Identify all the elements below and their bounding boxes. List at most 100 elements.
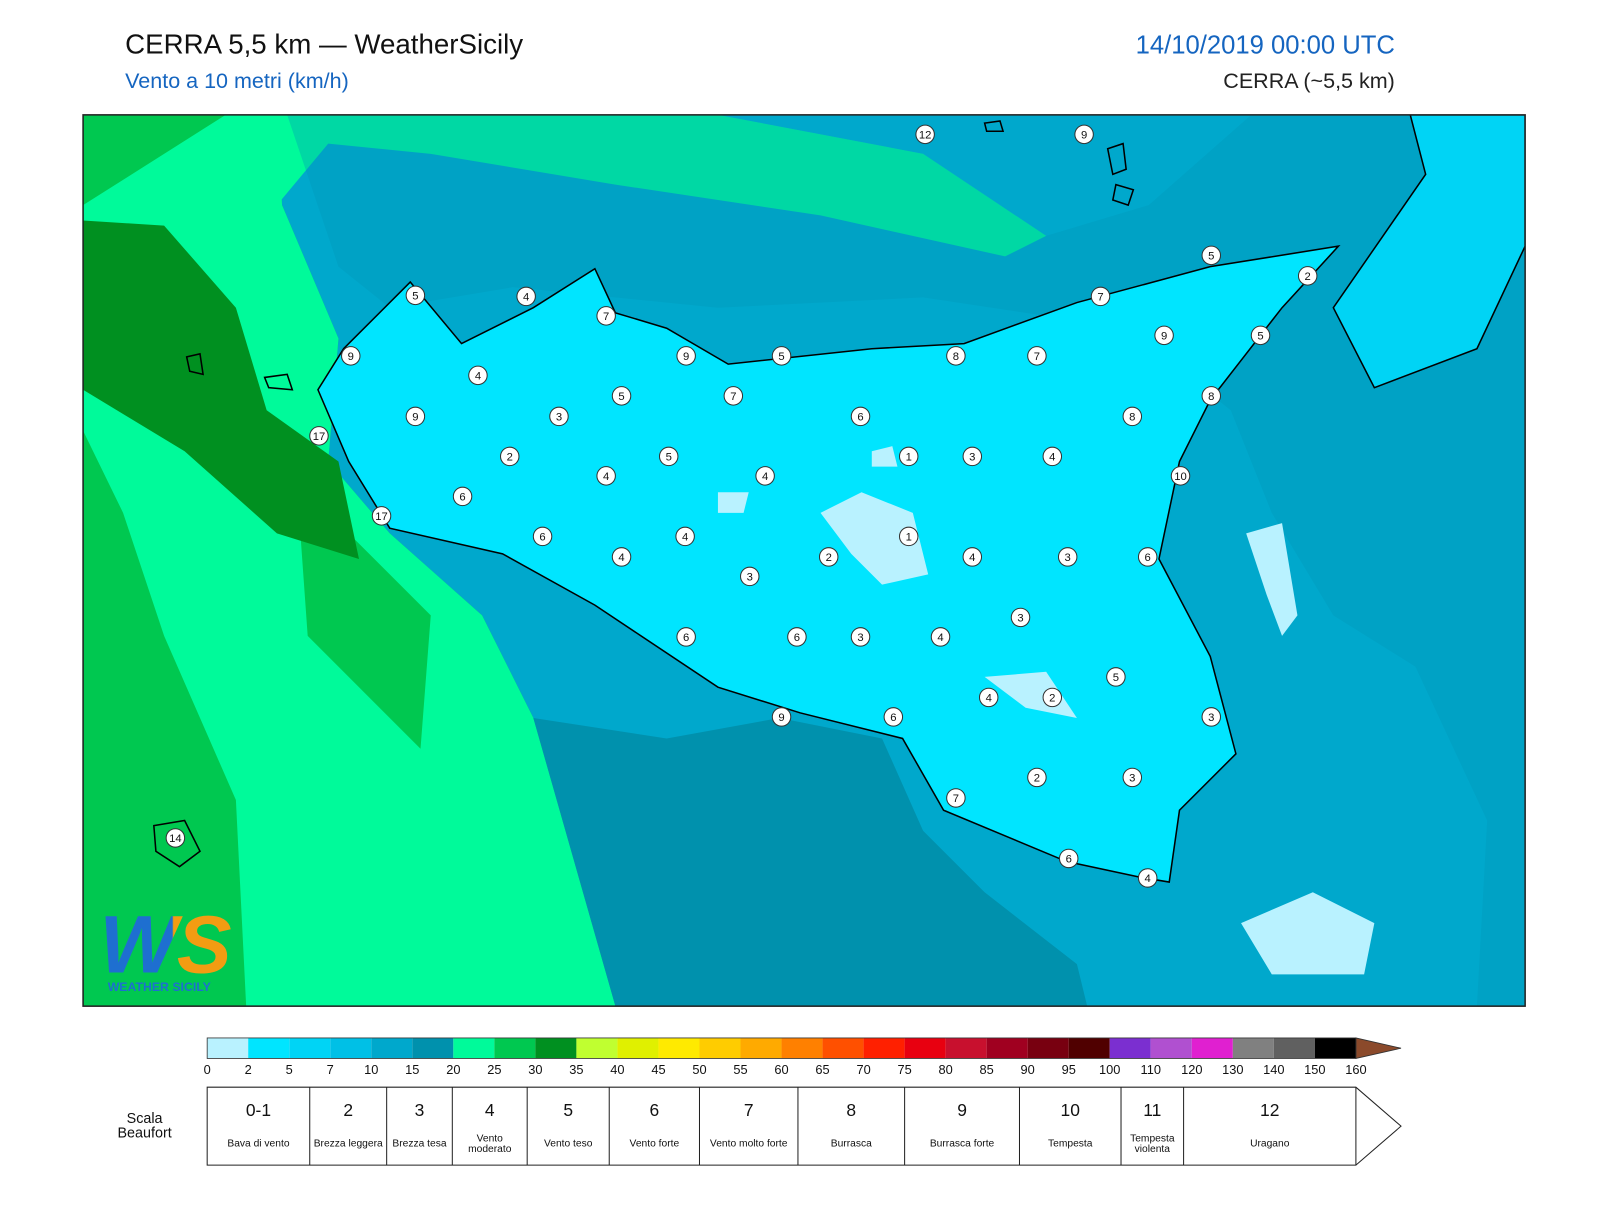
station-marker [898,446,919,467]
beaufort-desc-box: Vento teso [543,1138,593,1150]
station-value: 8 [1129,412,1135,424]
station-value: 6 [459,492,465,504]
station-value: 4 [986,693,992,705]
beaufort-desc: Tempesta [1048,1138,1093,1150]
colorbar-tick-label: 25 [487,1062,501,1077]
station-value: 4 [618,552,624,564]
station-value: 9 [348,351,354,363]
colorbar-segment [617,1037,659,1059]
zone-calm [717,446,1375,975]
beaufort-desc-box: Tempesta violenta [1130,1133,1175,1155]
colorbar-tick-label: 60 [774,1062,788,1077]
beaufort-force: 5 [563,1100,573,1120]
beaufort-desc-box: Vento moderato [468,1133,512,1155]
beaufort-desc: Burrasca [830,1138,872,1150]
beaufort-desc: Vento moderato [468,1133,512,1155]
station-marker [405,285,426,306]
colorbar-segment [289,1037,331,1059]
colorbar-tick-label: 30 [528,1062,542,1077]
colorbar-segment [412,1037,454,1059]
colorbar-tick-label: 140 [1263,1062,1284,1077]
beaufort-desc: Brezza leggera [313,1138,383,1150]
beaufort-force: 12 [1260,1100,1279,1120]
colorbar-segment [371,1037,413,1059]
station-marker [658,446,679,467]
beaufort-force: 11 [1143,1100,1161,1120]
station-value: 2 [1034,773,1040,785]
beaufort-desc-box: Tempesta [1048,1138,1093,1150]
station-value: 6 [1066,854,1072,866]
station-value: 10 [1174,471,1187,483]
station-value: 4 [937,632,943,644]
station-value: 3 [969,452,975,464]
colorbar-tick-label: 2 [245,1062,252,1077]
station-marker [165,828,186,848]
station-marker [1057,547,1078,567]
colorbar-segment [904,1037,946,1059]
station-marker [1137,547,1158,567]
station-value: 9 [1081,129,1087,141]
station-value: 7 [730,391,736,403]
station-value: 3 [1129,773,1135,785]
beaufort-force: 2 [343,1100,353,1120]
colorbar-segment [1109,1037,1151,1059]
station-marker [1201,386,1222,406]
beaufort-desc: Vento teso [543,1138,593,1150]
station-value: 4 [1049,452,1055,464]
beaufort-force: 4 [485,1100,495,1120]
beaufort-desc: Bava di vento [227,1138,290,1150]
station-marker [946,788,966,808]
colorbar-tick-label: 85 [980,1062,994,1077]
colorbar-segment [945,1037,987,1059]
station-value: 17 [313,431,326,443]
beaufort-desc: Brezza tesa [392,1138,447,1150]
station-value: 3 [1208,712,1214,724]
colorbar-segment [248,1037,290,1059]
beaufort-force: 9 [957,1100,967,1120]
station-value: 9 [412,412,418,424]
station-marker [405,406,426,427]
beaufort-force: 7 [744,1100,754,1120]
station-value: 2 [1305,271,1311,283]
station-value: 7 [1034,351,1040,363]
station-marker [1297,266,1318,286]
beaufort-frame [206,1086,1402,1166]
station-marker [946,346,966,366]
datetime: 14/10/2019 00:00 UTC [1136,31,1395,59]
station-marker [883,707,904,727]
colorbar-segment [207,1037,249,1059]
colorbar-tick-label: 70 [856,1062,870,1077]
station-value: 1 [906,452,912,464]
station-marker [596,306,616,326]
station-marker [532,526,553,547]
colorbar-segment [535,1037,577,1059]
colorbar-tick-label: 120 [1181,1062,1202,1077]
station-value: 3 [747,572,753,584]
colorbar-tick-label: 50 [692,1062,706,1077]
colorbar-segment [822,1037,864,1059]
colorbar-tick-label: 20 [446,1062,460,1077]
title: CERRA 5,5 km — WeatherSicily [125,28,523,59]
beaufort-label: Scala Beaufort [117,1111,171,1141]
calabria [1332,114,1526,389]
station-marker [755,466,775,486]
station-marker [1137,868,1158,888]
beaufort-force: 6 [650,1100,660,1120]
colorbar-segment [781,1037,823,1059]
colorbar-tick-label: 150 [1304,1062,1325,1077]
station-value: 5 [778,351,784,363]
colorbar-tick-label: 130 [1222,1062,1243,1077]
station-value: 5 [412,290,418,302]
colorbar-extension [1355,1037,1402,1059]
beaufort-desc: Tempesta violenta [1130,1133,1175,1155]
beaufort-force: 3 [415,1100,425,1120]
station-marker [1170,466,1191,486]
colorbar-segment [863,1037,905,1059]
station-marker [978,687,999,708]
station-value: 6 [1145,552,1151,564]
station-value: 17 [375,511,388,523]
station-marker [771,707,792,727]
colorbar-segment [1027,1037,1069,1059]
beaufort-force: 8 [846,1100,856,1120]
